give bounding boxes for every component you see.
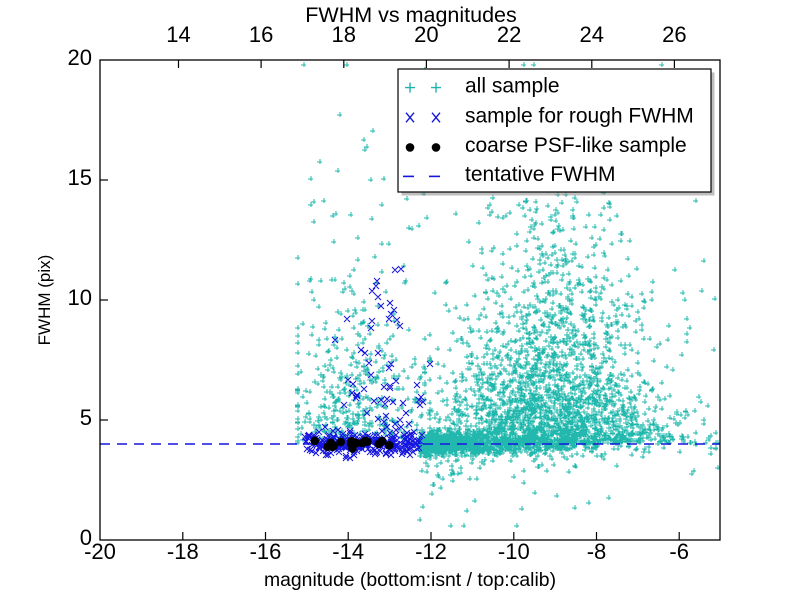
svg-text:24: 24 — [580, 22, 604, 47]
svg-text:-18: -18 — [167, 539, 199, 564]
svg-text:tentative FWHM: tentative FWHM — [465, 163, 616, 186]
svg-text:18: 18 — [332, 22, 356, 47]
svg-text:5: 5 — [80, 405, 92, 430]
svg-text:sample for rough FWHM: sample for rough FWHM — [465, 105, 694, 128]
svg-text:FWHM (pix): FWHM (pix) — [35, 255, 54, 346]
svg-text:0: 0 — [80, 525, 92, 550]
svg-text:-14: -14 — [332, 539, 364, 564]
svg-text:15: 15 — [68, 165, 92, 190]
svg-text:-10: -10 — [498, 539, 530, 564]
svg-text:14: 14 — [166, 22, 190, 47]
svg-text:all sample: all sample — [465, 75, 560, 98]
svg-text:22: 22 — [497, 22, 521, 47]
svg-text:-16: -16 — [250, 539, 282, 564]
svg-text:coarse PSF-like sample: coarse PSF-like sample — [465, 134, 687, 157]
svg-text:20: 20 — [414, 22, 438, 47]
svg-text:20: 20 — [68, 45, 92, 70]
svg-text:-12: -12 — [415, 539, 447, 564]
svg-text:-8: -8 — [587, 539, 607, 564]
svg-text:-6: -6 — [669, 539, 689, 564]
svg-text:26: 26 — [662, 22, 686, 47]
svg-text:10: 10 — [68, 285, 92, 310]
svg-text:magnitude (bottom:isnt / top:c: magnitude (bottom:isnt / top:calib) — [264, 569, 556, 591]
svg-text:16: 16 — [249, 22, 273, 47]
